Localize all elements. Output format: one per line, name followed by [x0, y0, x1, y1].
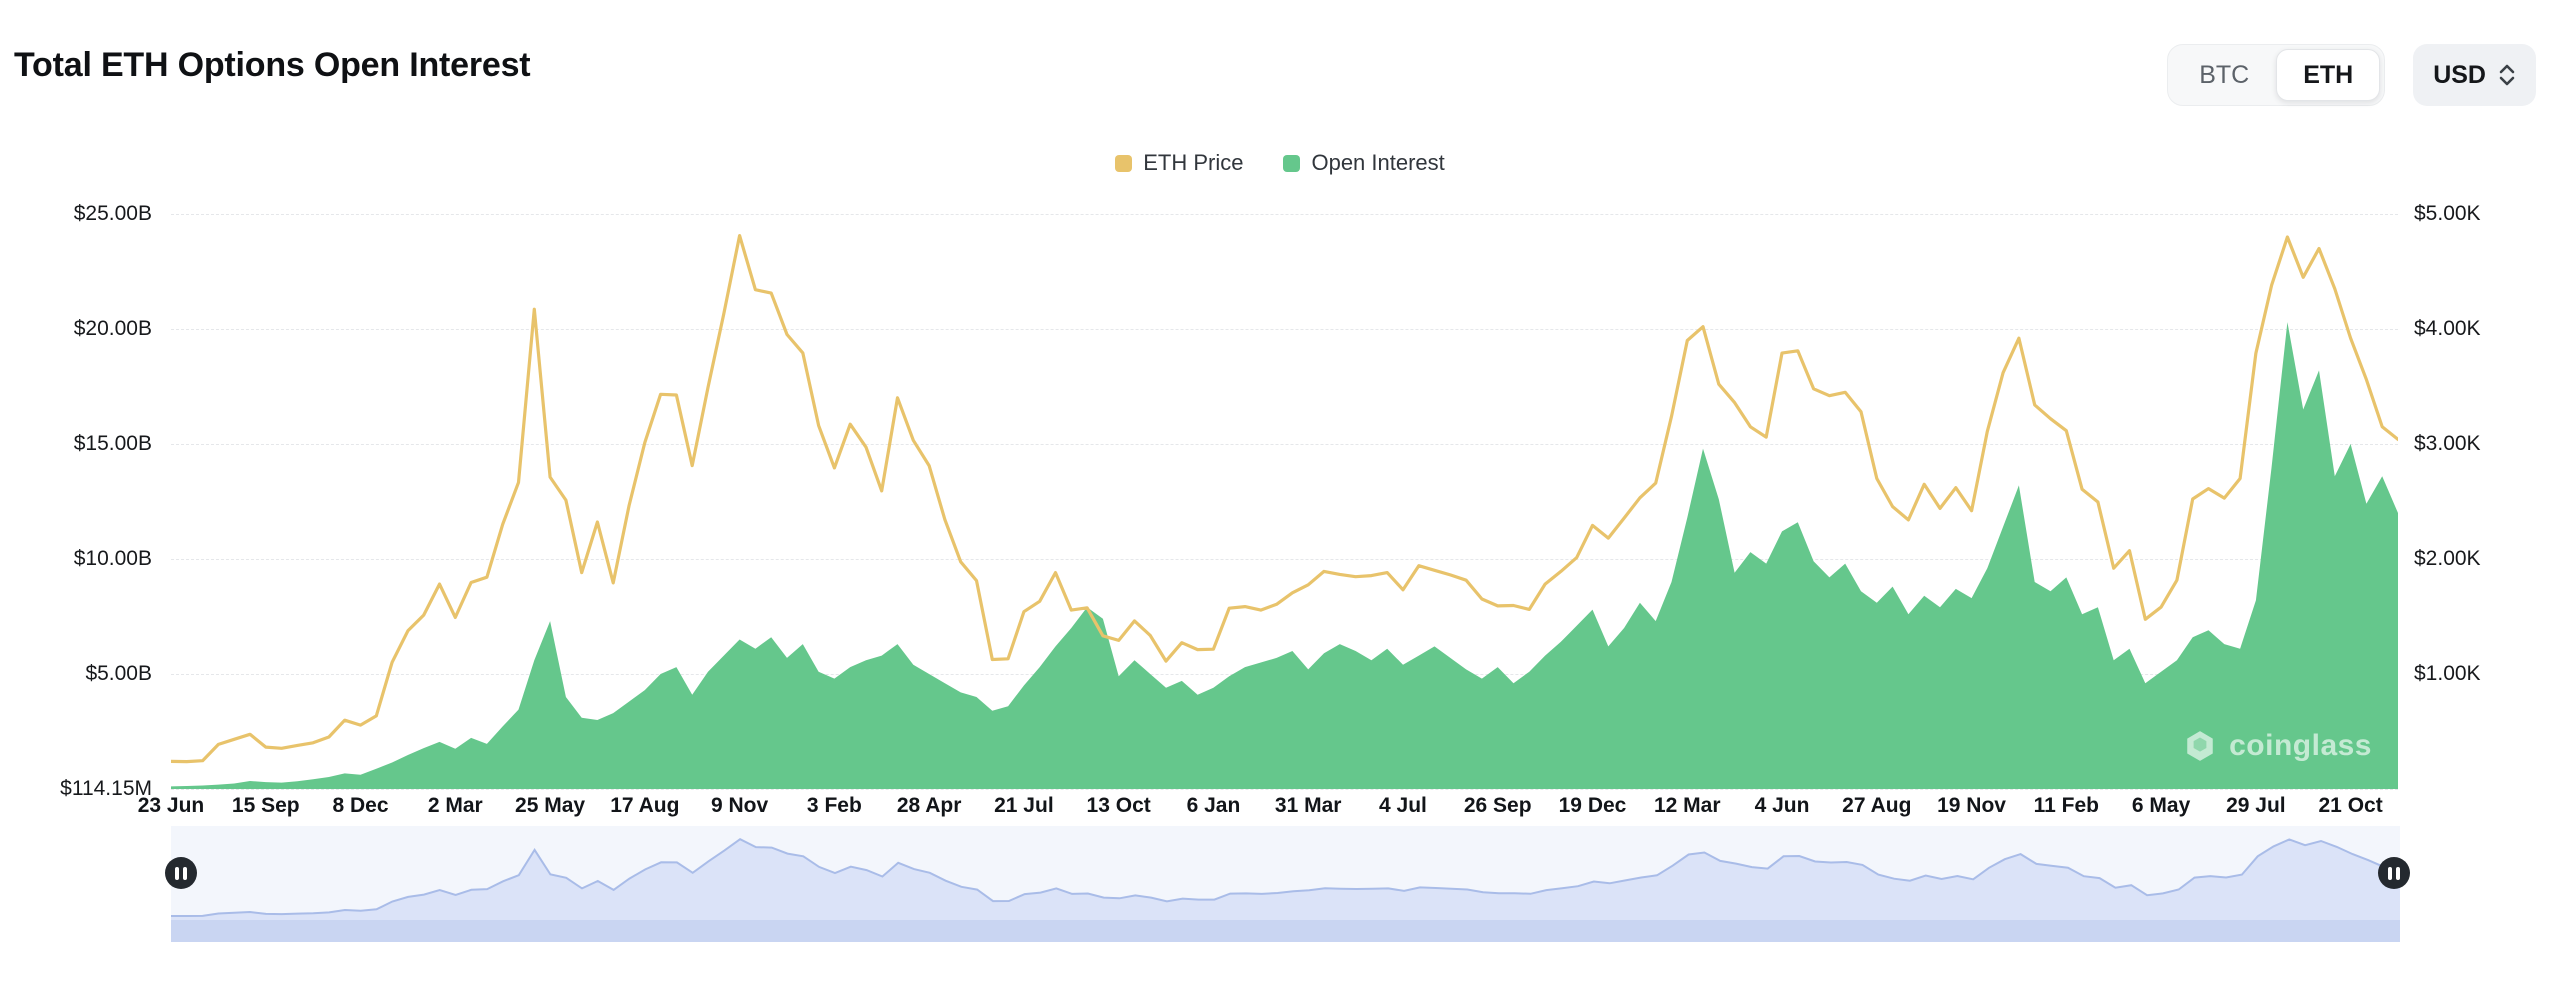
navigator-preview[interactable]	[171, 826, 2401, 920]
chart-canvas[interactable]	[171, 214, 2398, 789]
x-axis: 23 Jun 15 Sep 8 Dec 2 Mar 25 May 17 Aug 9 Nov 3…	[138, 794, 2398, 824]
x-axis-label: 6 May	[2131, 794, 2191, 817]
gridline	[171, 789, 2398, 790]
open-interest-area-series	[171, 322, 2398, 789]
y-axis-left-label: $25.00B	[73, 202, 152, 225]
navigator-canvas	[171, 838, 2401, 920]
y-axis-left-label: $114.15M	[60, 777, 152, 800]
x-axis-label: 21 Oct	[2318, 794, 2383, 817]
y-axis-right-label: $1.00K	[2414, 662, 2481, 685]
y-axis-left-label: $15.00B	[73, 432, 152, 455]
header-controls: BTC ETH USD	[2167, 44, 2536, 106]
chart-plot-area[interactable]: coinglass	[171, 214, 2398, 790]
y-axis-right: $5.00K $4.00K $3.00K $2.00K $1.00K	[2414, 202, 2560, 789]
x-axis-label: 29 Jul	[2226, 794, 2286, 817]
y-axis-left-label: $20.00B	[73, 317, 152, 340]
y-axis-left-label: $5.00B	[85, 662, 152, 685]
gridline	[171, 214, 2398, 215]
eth-price-swatch-icon	[1115, 154, 1133, 172]
up-down-chevron-icon	[2499, 64, 2515, 86]
x-axis-label: 8 Dec	[332, 794, 389, 817]
eth-toggle-button[interactable]: ETH	[2276, 49, 2381, 101]
pause-icon	[183, 866, 187, 880]
pause-icon	[2388, 866, 2392, 880]
navigator-area	[171, 839, 2400, 920]
gridline	[171, 329, 2398, 330]
x-axis-label: 13 Oct	[1086, 794, 1151, 817]
watermark-text: coinglass	[2229, 729, 2372, 762]
currency-select[interactable]: USD	[2413, 44, 2536, 106]
y-axis-right-label: $4.00K	[2414, 317, 2481, 340]
x-axis-label: 4 Jun	[1754, 794, 1810, 817]
x-axis-label: 4 Jul	[1379, 794, 1427, 817]
y-axis-right-label: $5.00K	[2414, 202, 2481, 225]
x-axis-label: 9 Nov	[711, 794, 769, 817]
y-axis-left: $25.00B $20.00B $15.00B $10.00B $5.00B $114.1…	[0, 202, 152, 800]
navigator-left-handle[interactable]	[165, 857, 197, 889]
x-axis-label: 11 Feb	[2033, 794, 2099, 817]
x-axis-label: 12 Mar	[1653, 794, 1721, 817]
legend-label: Open Interest	[1311, 150, 1445, 175]
open-interest-swatch-icon	[1283, 154, 1301, 172]
y-axis-right-label: $3.00K	[2414, 432, 2481, 455]
x-axis-label: 19 Nov	[1937, 794, 2006, 817]
navigator-right-handle[interactable]	[2378, 857, 2410, 889]
x-axis-label: 21 Jul	[994, 794, 1054, 817]
btc-toggle-button[interactable]: BTC	[2172, 49, 2276, 101]
legend-label: ETH Price	[1143, 150, 1244, 175]
x-axis-label: 27 Aug	[1842, 794, 1912, 817]
currency-select-value: USD	[2433, 60, 2486, 89]
coinglass-watermark: coinglass	[2183, 729, 2372, 763]
chart-legend: ETH Price Open Interest	[0, 150, 2560, 176]
x-axis-label: 2 Mar	[427, 794, 483, 817]
x-axis-label: 28 Apr	[896, 794, 962, 817]
x-axis-label: 26 Sep	[1463, 794, 1532, 817]
page-title: Total ETH Options Open Interest	[14, 46, 531, 84]
x-axis-label: 23 Jun	[137, 794, 205, 817]
navigator-line	[171, 838, 2401, 917]
legend-item-eth-price[interactable]: ETH Price	[1115, 150, 1243, 176]
x-axis-label: 6 Jan	[1186, 794, 1241, 817]
x-axis-label: 15 Sep	[231, 794, 300, 817]
x-axis-label: 25 May	[515, 794, 586, 817]
pause-icon	[175, 866, 179, 880]
eth-price-line-series	[171, 234, 2398, 764]
coinglass-hexagon-icon	[2187, 731, 2213, 761]
navigator-track[interactable]	[171, 920, 2400, 942]
gridline	[171, 444, 2398, 445]
coin-toggle: BTC ETH	[2167, 44, 2386, 106]
x-axis-label: 3 Feb	[806, 794, 862, 817]
range-navigator[interactable]	[165, 826, 2410, 942]
y-axis-left-label: $10.00B	[73, 547, 152, 570]
pause-icon	[2396, 866, 2400, 880]
x-axis-label: 19 Dec	[1558, 794, 1627, 817]
x-axis-label: 31 Mar	[1274, 794, 1342, 817]
x-axis-label: 17 Aug	[610, 794, 680, 817]
legend-item-open-interest[interactable]: Open Interest	[1283, 150, 1445, 176]
gridline	[171, 559, 2398, 560]
y-axis-right-label: $2.00K	[2414, 547, 2481, 570]
